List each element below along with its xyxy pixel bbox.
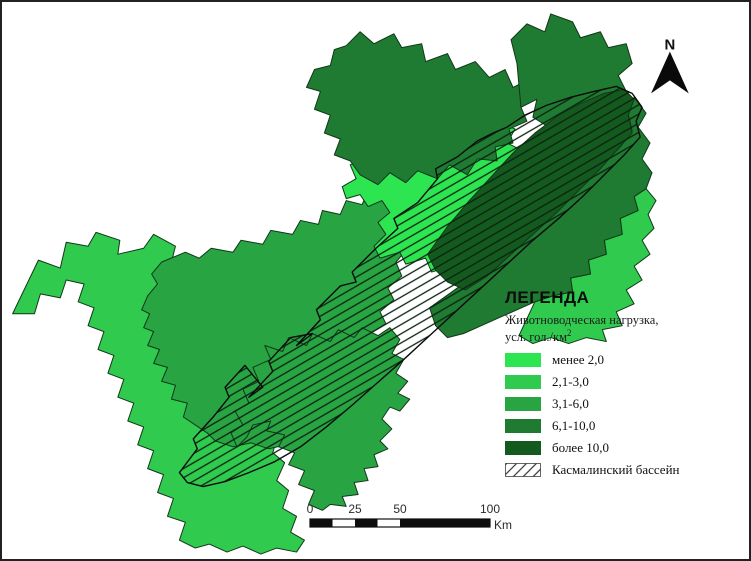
legend-item-label: менее 2,0	[552, 351, 604, 367]
legend: ЛЕГЕНДА Животноводческая нагрузка, усл. …	[505, 288, 740, 485]
scale-tick-100: 100	[480, 502, 500, 516]
legend-item: более 10,0	[505, 439, 740, 455]
legend-item: 6,1-10,0	[505, 417, 740, 433]
north-arrow: N	[651, 38, 689, 94]
legend-swatch-class-3	[505, 396, 541, 411]
legend-swatch-class-4	[505, 418, 541, 433]
scale-bar-segment	[355, 519, 378, 527]
scale-bar-segment	[400, 519, 490, 527]
scale-bar: 0 25 50 100 Km	[307, 502, 512, 532]
legend-item-basin: Касмалинский бассейн	[505, 461, 740, 477]
scale-tick-50: 50	[393, 502, 407, 516]
legend-subtitle-superscript: 2	[567, 328, 572, 339]
legend-item-label: 3,1-6,0	[552, 395, 589, 411]
legend-subtitle-line2: усл. гол./км2	[505, 328, 740, 345]
kasmala-basin-overlay	[178, 85, 643, 488]
scale-tick-0: 0	[307, 502, 314, 516]
legend-hatch-swatch	[505, 462, 541, 477]
legend-subtitle-line1: Животноводческая нагрузка,	[505, 313, 659, 327]
legend-subtitle-line2-text: усл. гол./км	[505, 330, 568, 345]
legend-swatch-class-5	[505, 440, 541, 455]
north-label: N	[665, 38, 676, 54]
scale-bar-segment	[310, 519, 333, 527]
legend-items: менее 2,0 2,1-3,0 3,1-6,0 6,1-10,0 более…	[505, 351, 740, 477]
legend-item: 2,1-3,0	[505, 373, 740, 389]
legend-swatch-class-2	[505, 374, 541, 389]
legend-item-label: Касмалинский бассейн	[552, 461, 680, 477]
legend-subtitle: Животноводческая нагрузка, усл. гол./км2	[505, 312, 740, 346]
legend-item: менее 2,0	[505, 351, 740, 367]
legend-item-label: 6,1-10,0	[552, 417, 596, 433]
legend-item: 3,1-6,0	[505, 395, 740, 411]
legend-swatch-class-1	[505, 352, 541, 367]
north-arrow-icon	[651, 51, 689, 94]
legend-title: ЛЕГЕНДА	[505, 288, 590, 307]
legend-item-label: более 10,0	[552, 439, 609, 455]
scale-tick-25: 25	[348, 502, 362, 516]
scale-unit-label: Km	[494, 518, 512, 532]
legend-item-label: 2,1-3,0	[552, 373, 589, 389]
